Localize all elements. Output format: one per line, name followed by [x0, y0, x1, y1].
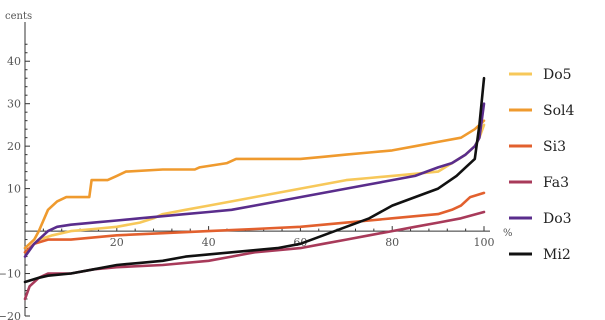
- y-tick-label: 10: [7, 183, 21, 196]
- x-tick-label: 100: [474, 236, 495, 249]
- x-axis-title: %: [503, 228, 513, 239]
- y-tick-label: 20: [7, 140, 21, 153]
- series-line-mi2: [23, 76, 486, 284]
- legend-label-fa3: Fa3: [543, 175, 569, 191]
- y-tick-label: 30: [7, 98, 21, 111]
- series-line-fa3: [23, 210, 486, 301]
- x-tick-label: 80: [385, 236, 399, 249]
- series-line-sol4: [23, 119, 486, 250]
- y-tick-label: −10: [0, 268, 21, 281]
- y-axis-title: cents: [5, 11, 32, 22]
- x-tick-label: 20: [110, 236, 124, 249]
- y-tick-label: −20: [0, 310, 21, 320]
- series-line-si3: [23, 191, 486, 254]
- series-lines: [23, 76, 486, 301]
- legend-label-mi2: Mi2: [543, 247, 571, 263]
- legend-label-do5: Do5: [543, 67, 572, 83]
- legend: Do5 Sol4 Si3 Fa3 Do3 Mi2: [509, 67, 574, 263]
- legend-label-si3: Si3: [543, 139, 566, 155]
- y-tick-label: 40: [7, 55, 21, 68]
- series-line-do5: [23, 123, 486, 254]
- legend-label-do3: Do3: [543, 211, 572, 227]
- x-tick-label: 40: [202, 236, 216, 249]
- series-line-do3: [23, 102, 486, 258]
- legend-label-sol4: Sol4: [543, 103, 574, 119]
